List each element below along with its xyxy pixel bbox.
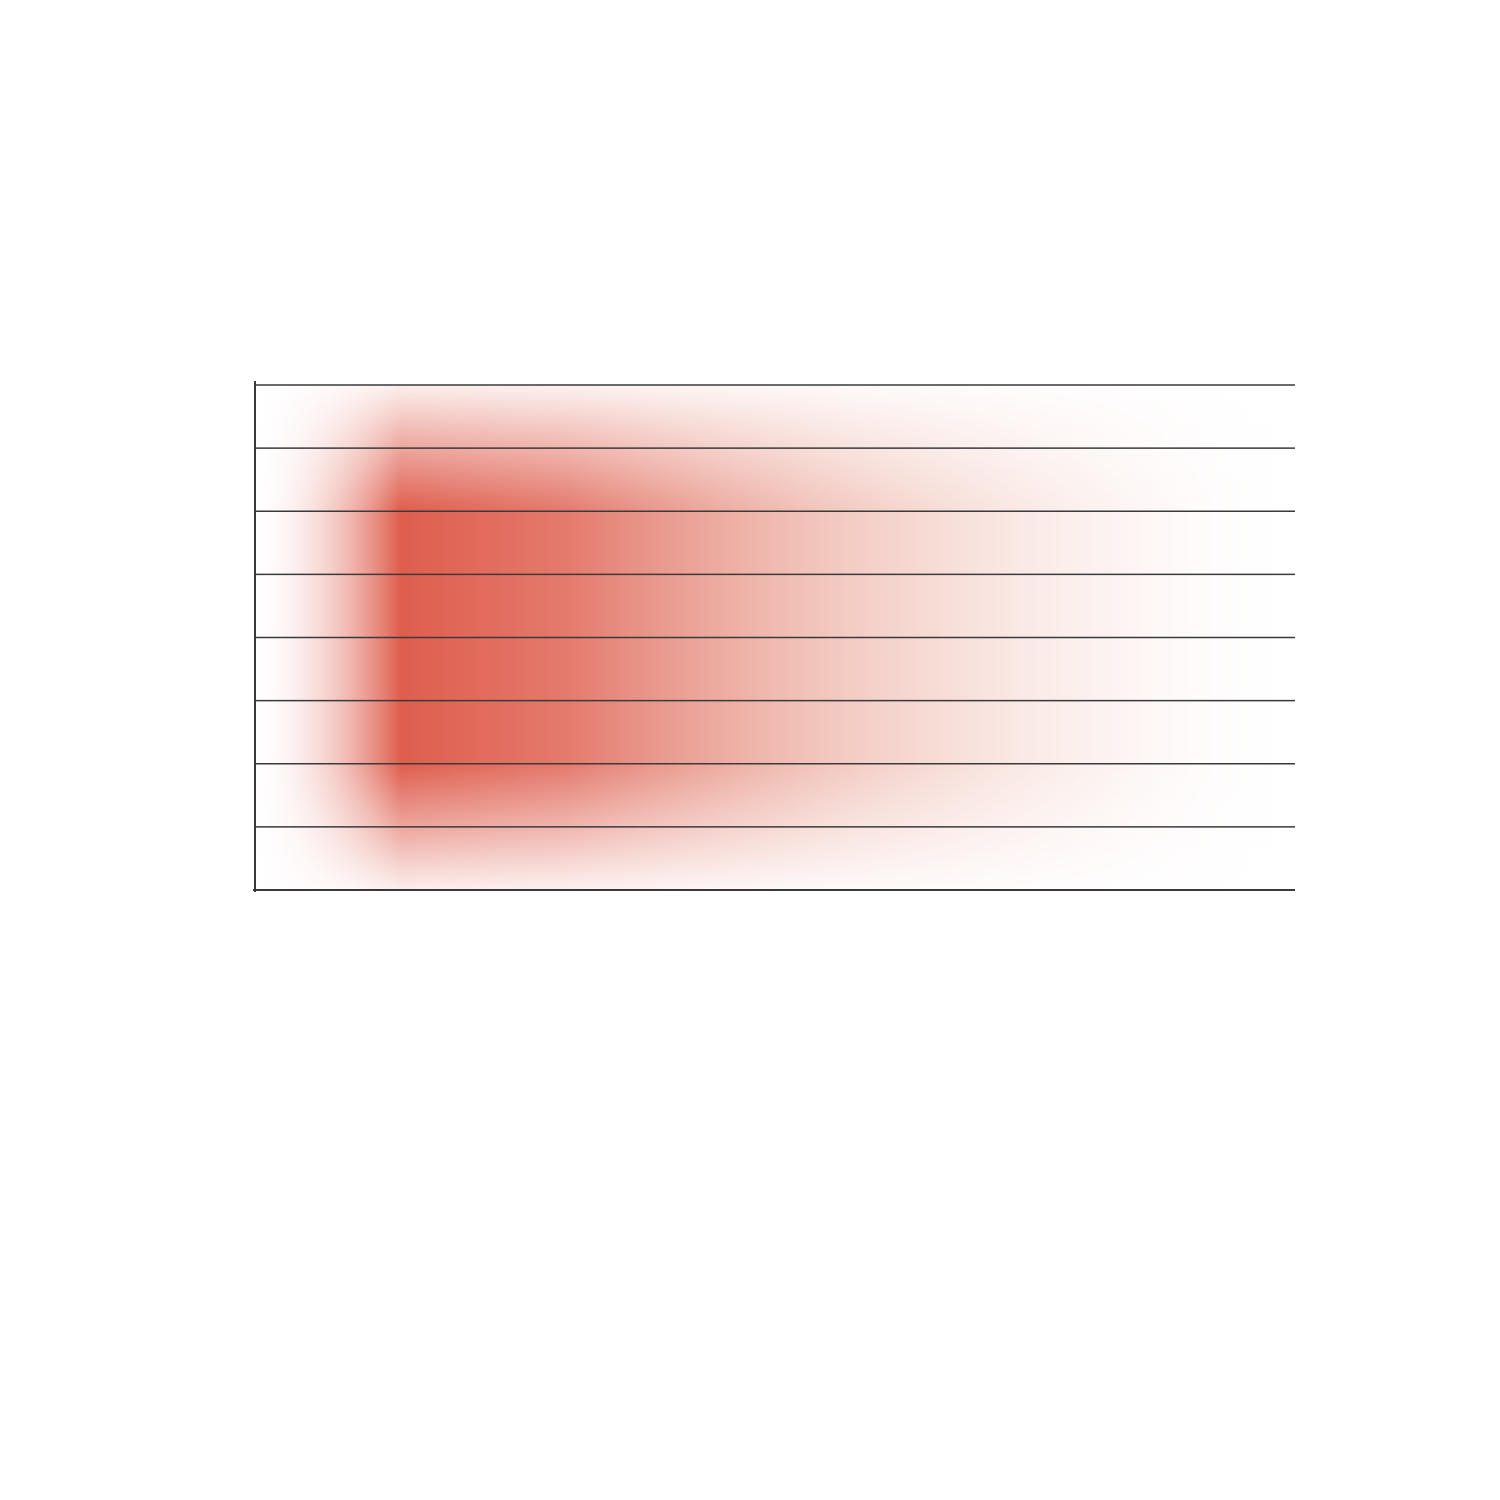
heat-storage-chart bbox=[200, 250, 1300, 1050]
